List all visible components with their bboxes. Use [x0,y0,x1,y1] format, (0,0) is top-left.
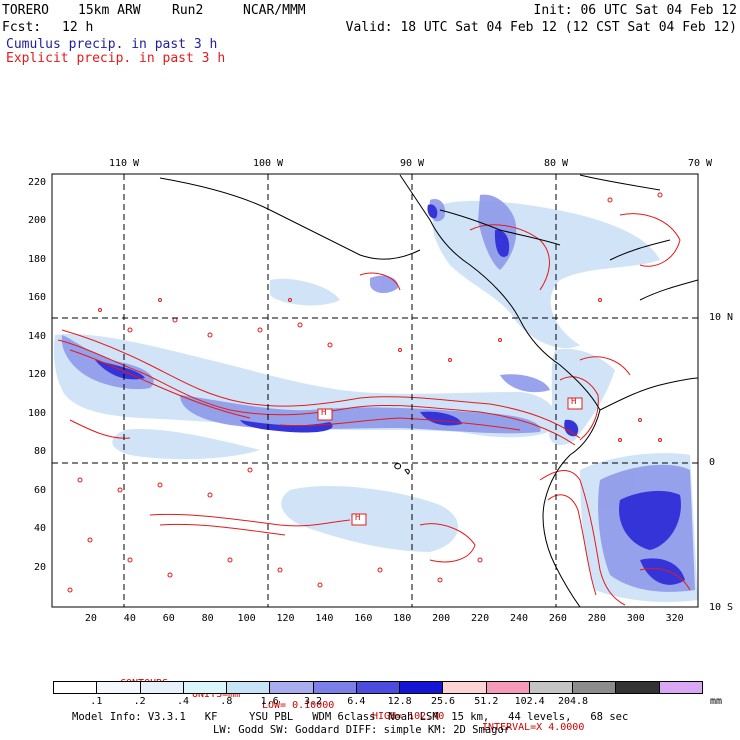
colorbar-tick-label: 102.4 [514,696,545,707]
model-info-line2: LW: Godd SW: Goddard DIFF: simple KM: 2D… [213,724,511,736]
colorbar-tick-label: 25.6 [430,696,456,707]
grid-x-tick-label: 280 [587,613,606,624]
grid-x-tick-label: 220 [471,613,490,624]
lon-label-70w: 70 W [687,158,713,169]
grid-x-tick-label: 180 [393,613,412,624]
lat-label-10n: 10 N [709,312,734,323]
colorbar-unit: mm [710,696,723,707]
grid-y-tick-label: 100 [27,407,46,419]
grid-x-tick-label: 240 [509,613,529,624]
grid-x-tick-label: 40 [123,613,136,624]
grid-x-tick-label: 120 [276,613,295,624]
colorbar-swatch [573,682,617,693]
explicit-contours [57,213,691,606]
header-fcst-label: Fcst: [2,20,42,35]
header-org: NCAR/MMM [243,3,306,18]
colorbar [53,681,703,694]
high-marker-label: H [355,513,361,523]
field-title-cumulus: Cumulus precip. in past 3 h [6,37,218,52]
colorbar-swatch [443,682,487,693]
explicit-specks [67,192,663,593]
colorbar-tick-label: .1 [90,696,103,707]
grid-x-tick-label: 20 [84,613,97,624]
colorbar-swatch [183,682,228,693]
grid-x-tick-label: 160 [354,613,373,624]
grid-x-tick-label: 260 [548,613,567,624]
colorbar-tick-label: 3.2 [303,696,323,707]
grid-y-tick-label: 220 [27,176,46,188]
grid-x-tick-label: 100 [237,613,256,624]
colorbar-tick-label: .4 [176,696,190,707]
coastlines [159,174,698,607]
colorbar-swatch [486,682,530,693]
grid-y-tick-label: 120 [27,369,46,381]
lon-label-110w: 110 W [108,158,140,169]
contour-info-interval: INTERVAL=X 4.0000 [482,722,585,733]
grid-x-tick-label: 80 [201,613,214,624]
lon-label-90w: 90 W [399,158,425,169]
colorbar-swatch [270,682,314,693]
colorbar-swatch [529,682,574,693]
contour-info-low: LOW= 0.10000 [262,700,335,711]
grid-x-tick-label: 300 [626,613,645,624]
colorbar-swatch [616,682,660,693]
field-title-explicit: Explicit precip. in past 3 h [6,51,226,66]
grid-y-tick-label: 200 [27,215,46,227]
model-info-line1: Model Info: V3.3.1 KF YSU PBL WDM 6class… [72,711,629,723]
grid-x-tick-label: 200 [432,613,451,624]
header-resolution: 15km ARW [78,3,141,18]
contour-info-high: HIGH= 102.40 [372,711,445,722]
grid-y-tick-label: 180 [27,253,46,265]
grid-x-tick-label: 60 [162,613,175,624]
lon-label-80w: 80 W [543,158,569,169]
header-model: TORERO [2,3,49,18]
grid-x-tick-label: 140 [315,613,334,624]
colorbar-swatch [97,682,141,693]
colorbar-tick-label: 51.2 [474,696,499,707]
grid-y-tick-label: 140 [27,330,46,342]
colorbar-swatch [313,682,357,693]
grid-y-tick-label: 60 [33,484,46,496]
colorbar-tick-label: .8 [220,696,233,707]
grid-y-tick-label: 160 [27,292,46,304]
grid-y-tick-label: 40 [33,523,46,535]
colorbar-tick-label: 12.8 [387,696,412,707]
high-marker-label: H [321,408,327,418]
colorbar-tick-label: 1.6 [260,696,279,707]
colorbar-swatch [227,682,271,693]
colorbar-swatch [54,682,98,693]
grid-x-tick-label: 320 [665,613,684,624]
lat-label-0: 0 [709,457,716,468]
header-fcst-value: 12 h [62,20,94,35]
contour-info-units: UNITS=mm [192,689,241,700]
header-init: Init: 06 UTC Sat 04 Feb 12 [533,3,738,18]
grid-y-tick-label: 80 [33,446,46,458]
colorbar-tick-label: .2 [133,696,146,707]
map-frame [51,173,699,608]
lat-label-10s: 10 S [709,602,734,613]
colorbar-swatch [659,682,702,693]
header-run: Run2 [172,3,204,18]
colorbar-tick-label: 204.8 [557,696,589,707]
high-marker-label: H [571,397,577,407]
grid-y-tick-label: 20 [33,561,46,573]
colorbar-swatch [356,682,401,693]
lon-label-100w: 100 W [252,158,284,169]
colorbar-swatch [140,682,184,693]
high-markers [317,397,583,526]
colorbar-swatch [400,682,444,693]
colorbar-tick-label: 6.4 [347,696,366,707]
lat-lon-grid [52,174,698,607]
header-valid: Valid: 18 UTC Sat 04 Feb 12 (12 CST Sat … [345,20,737,35]
